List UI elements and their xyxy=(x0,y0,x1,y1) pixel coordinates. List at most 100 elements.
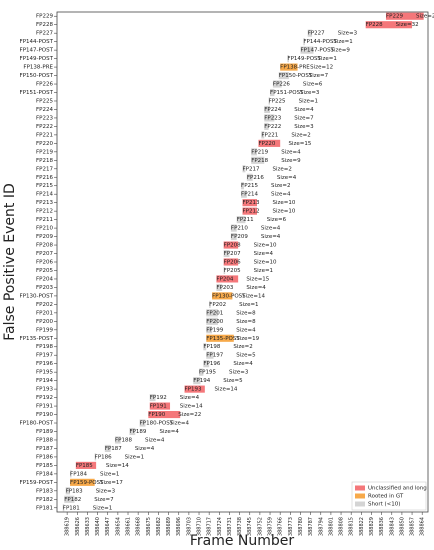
event-bar xyxy=(242,207,257,215)
size-label: Size=4 xyxy=(271,192,291,198)
event-bar xyxy=(64,495,75,503)
legend-label: Rooted in GT xyxy=(368,494,404,500)
event-bar xyxy=(212,292,233,300)
y-tick-label: FP229 xyxy=(36,14,53,20)
y-tick-label: FP191 xyxy=(36,404,53,410)
event-label: FP215 xyxy=(241,183,258,189)
event-label: FP189 xyxy=(129,429,146,435)
y-tick-label: FP159-POST xyxy=(20,480,54,486)
y-tick-label: FP138-PRE xyxy=(23,65,53,71)
event-label: FP180-POST xyxy=(140,421,174,427)
size-label: Size=8 xyxy=(236,310,256,316)
event-bar xyxy=(184,385,205,393)
size-label: Size=2 xyxy=(233,344,252,350)
y-axis-title: False Positive Event ID xyxy=(2,183,18,340)
event-label: FP130-POST xyxy=(212,293,246,299)
size-label: Size=7 xyxy=(309,73,329,79)
event-bar xyxy=(70,470,72,478)
y-tick-label: FP210 xyxy=(36,226,53,232)
size-label: Size=2 xyxy=(271,183,290,189)
y-tick-label: FP211 xyxy=(36,217,53,223)
y-tick-label: FP223 xyxy=(36,115,53,121)
event-bar xyxy=(149,402,171,410)
size-label: Size=4 xyxy=(170,421,190,427)
x-tick-label: 388752 xyxy=(257,517,263,536)
size-label: Size=1 xyxy=(299,98,318,104)
x-tick-label: 388738 xyxy=(237,517,243,536)
size-label: Size=4 xyxy=(294,107,314,113)
event-label: FP224 xyxy=(264,107,281,113)
event-bar xyxy=(236,216,246,224)
event-bar xyxy=(264,122,269,130)
size-label: Size=10 xyxy=(254,243,277,249)
size-label: Size=1 xyxy=(100,471,119,477)
size-label: Size=4 xyxy=(236,327,256,333)
event-label: FP210 xyxy=(231,226,248,232)
event-bar xyxy=(223,266,226,275)
y-tick-label: FP147-POST xyxy=(20,48,54,54)
event-bar xyxy=(242,199,257,207)
y-tick-label: FP184 xyxy=(36,471,53,477)
event-label: FP206 xyxy=(224,260,241,266)
size-label: Size=4 xyxy=(135,446,155,452)
event-label: FP150-POST xyxy=(279,73,313,79)
event-bar xyxy=(209,300,211,308)
x-tick-label: 388759 xyxy=(268,517,274,536)
event-bar xyxy=(272,80,282,88)
event-label: FP223 xyxy=(264,115,281,121)
event-label: FP214 xyxy=(241,192,258,198)
event-label: FP228 xyxy=(366,22,383,28)
x-tick-label: 388843 xyxy=(389,517,395,536)
size-label: Size=4 xyxy=(254,251,274,257)
event-bar xyxy=(223,249,230,258)
size-label: Size=5 xyxy=(223,378,243,384)
event-bar xyxy=(62,504,65,512)
y-tick-label: FP181 xyxy=(36,505,53,511)
y-tick-label: FP219 xyxy=(36,149,53,155)
event-label: FP216 xyxy=(247,175,264,181)
y-tick-label: FP199 xyxy=(36,327,53,333)
event-label: FP226 xyxy=(273,82,290,88)
x-tick-label: 388864 xyxy=(420,517,426,536)
size-label: Size=26 xyxy=(416,14,434,20)
size-label: Size=5 xyxy=(236,353,256,359)
size-label: Size=32 xyxy=(396,22,419,28)
size-label: Size=3 xyxy=(300,90,320,96)
size-label: Size=14 xyxy=(242,293,265,299)
event-label: FP159-POST xyxy=(70,480,104,486)
x-tick-label: 388773 xyxy=(288,517,294,536)
size-label: Size=1 xyxy=(333,39,352,45)
event-bar xyxy=(104,444,111,452)
x-tick-label: 388710 xyxy=(197,517,203,536)
size-label: Size=4 xyxy=(281,149,301,155)
size-label: Size=1 xyxy=(125,454,144,460)
size-label: Size=17 xyxy=(100,480,123,486)
x-tick-label: 388829 xyxy=(369,517,375,536)
event-bar xyxy=(287,55,289,63)
event-label: FP208 xyxy=(224,243,241,249)
plot-frame xyxy=(56,11,429,513)
event-bar xyxy=(268,97,271,105)
x-tick-label: 388654 xyxy=(115,517,121,536)
event-label: FP203 xyxy=(216,285,233,291)
event-label: FP135-POST xyxy=(206,336,240,342)
size-label: Size=3 xyxy=(338,31,358,37)
event-bar xyxy=(216,283,223,291)
y-tick-label: FP130-POST xyxy=(20,293,54,299)
x-tick-label: 388787 xyxy=(308,517,314,536)
x-tick-label: 388801 xyxy=(328,517,334,536)
event-bar xyxy=(264,105,271,114)
event-label: FP222 xyxy=(264,124,281,130)
event-bar xyxy=(261,131,265,139)
event-label: FP187 xyxy=(105,446,122,452)
y-tick-label: FP215 xyxy=(36,183,53,189)
size-label: Size=1 xyxy=(254,268,273,274)
event-label: FP207 xyxy=(224,251,241,257)
y-tick-label: FP151-POST xyxy=(20,90,54,96)
event-label: FP186 xyxy=(95,454,112,460)
event-label: FP184 xyxy=(70,471,87,477)
x-tick-label: 388633 xyxy=(85,517,91,536)
size-label: Size=9 xyxy=(330,48,350,54)
event-bar xyxy=(258,139,281,147)
x-tick-label: 388619 xyxy=(65,517,71,536)
